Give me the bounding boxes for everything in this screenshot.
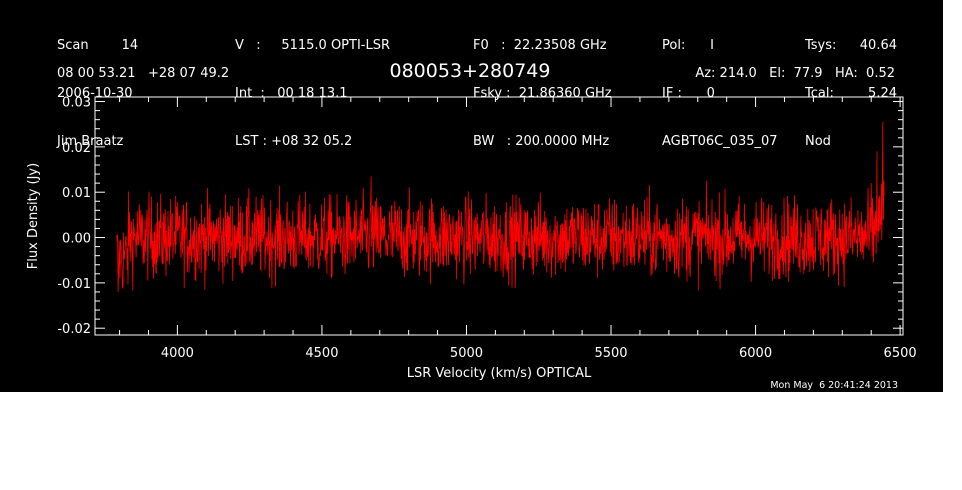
header-col-pol: Pol: I IF : 0 AGBT06C_035_07 [662, 6, 778, 166]
source-name-title: 080053+280749 [389, 60, 551, 82]
x-tick-label: 5000 [450, 346, 483, 361]
if-text: IF : 0 [662, 86, 715, 101]
y-axis-label: Flux Density (Jy) [26, 163, 41, 269]
x-tick-label: 4500 [305, 346, 338, 361]
pol-text: Pol: I [662, 38, 714, 53]
plot-frame [94, 96, 904, 336]
x-tick-label: 4000 [161, 346, 194, 361]
nod-label: Nod [805, 134, 831, 149]
x-tick-label: 5500 [594, 346, 627, 361]
y-tick-label: 0.00 [62, 232, 91, 247]
x-axis-label: LSR Velocity (km/s) OPTICAL [407, 366, 592, 381]
tsys-value: 40.64 [859, 38, 897, 53]
spectrum-chart: 4000 4500 5000 5500 6000 6500 -0.02 -0.01 0.00 0.… [26, 96, 917, 381]
y-tick-label: -0.01 [57, 277, 91, 292]
tsys-label: Tsys: [805, 38, 837, 53]
header-col-tsys-labels: Tsys: Tcal: Nod [805, 6, 836, 166]
x-tick-label: 6000 [739, 346, 772, 361]
plot-panel [0, 0, 943, 392]
y-tick-label: 0.03 [62, 96, 91, 111]
project-text: AGBT06C_035_07 [662, 134, 778, 149]
y-tick-label: 0.02 [62, 141, 91, 156]
spectrum-trace [116, 121, 885, 292]
x-tick-label: 6500 [884, 346, 917, 361]
lst-text: LST : +08 32 05.2 [235, 134, 353, 149]
bandwidth-text: BW : 200.0000 MHz [473, 134, 610, 149]
datestamp: Mon May 6 20:41:24 2013 [770, 380, 898, 391]
y-tick-label: 0.01 [62, 186, 91, 201]
y-tick-label: -0.02 [57, 322, 91, 337]
f0-text: F0 : 22.23508 GHz [473, 38, 607, 53]
velocity-text: V : 5115.0 OPTI-LSR [235, 38, 391, 53]
observer-text: Jim Braatz [57, 134, 124, 149]
scan-text: Scan 14 [57, 38, 139, 53]
source-coordinates: 08 00 53.21 +28 07 49.2 [57, 66, 230, 81]
az-el-ha-text: Az: 214.0 El: 77.9 HA: 0.52 [695, 66, 895, 81]
